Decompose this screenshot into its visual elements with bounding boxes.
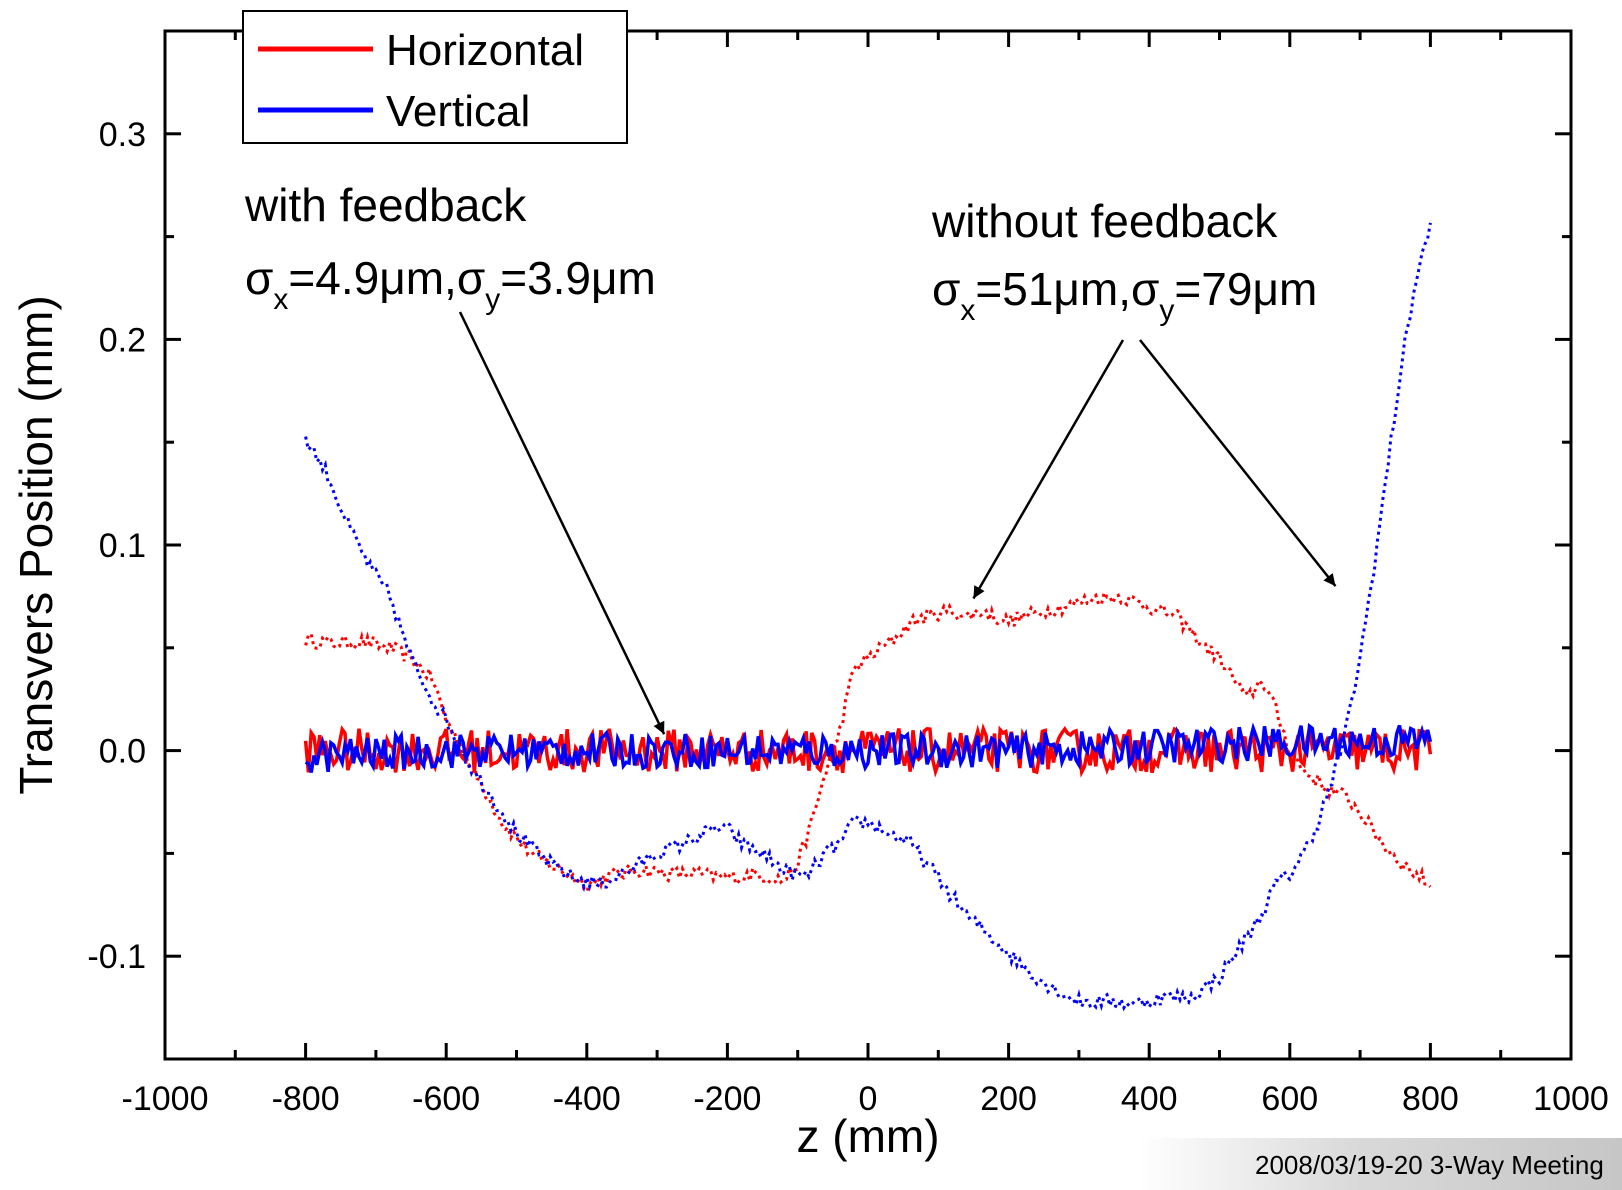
- y-tick-label: 0.0: [99, 733, 146, 771]
- x-tick-label: 1000: [1533, 1080, 1609, 1118]
- annotation-with-feedback-sigma: σx=4.9μm,σy=3.9μm: [245, 252, 656, 316]
- annotation-with-feedback-title: with feedback: [244, 179, 527, 231]
- annotation-without-feedback-sigma: σx=51μm,σy=79μm: [932, 263, 1317, 327]
- y-tick-label: 0.3: [99, 116, 146, 154]
- x-tick-label: 800: [1402, 1080, 1459, 1118]
- y-tick-label: 0.1: [99, 527, 146, 565]
- x-tick-label: -1000: [122, 1080, 209, 1118]
- x-tick-label: -600: [412, 1080, 480, 1118]
- x-tick-label: 600: [1261, 1080, 1318, 1118]
- annotation-without-feedback-title: without feedback: [931, 195, 1278, 247]
- legend: Horizontal Vertical: [242, 10, 628, 144]
- x-tick-label: 0: [859, 1080, 878, 1118]
- arrow-with-feedback: [458, 311, 666, 735]
- x-tick-label: -800: [272, 1080, 340, 1118]
- arrow-without-feedback-vertical: [1139, 339, 1337, 587]
- series-vertical-with-feedback: [304, 722, 1433, 774]
- x-tick-label: 200: [980, 1080, 1037, 1118]
- tick-labels: -1000 -800 -600 -400 -200 0 200 400 600 800 1000 -0…: [87, 116, 1608, 1118]
- series-layer: [303, 222, 1433, 1012]
- arrow-without-feedback-horizontal: [972, 339, 1125, 600]
- legend-box: [242, 10, 628, 144]
- y-tick-label: 0.2: [99, 321, 146, 359]
- x-tick-label: -400: [553, 1080, 621, 1118]
- legend-label-horizontal: Horizontal: [386, 26, 584, 75]
- series-vertical-without-feedback: [304, 222, 1432, 1012]
- legend-label-vertical: Vertical: [386, 87, 530, 136]
- footer-text: 2008/03/19-20 3-Way Meeting: [1255, 1150, 1604, 1180]
- x-tick-label: 400: [1121, 1080, 1178, 1118]
- annotation-without-feedback: without feedback σx=51μm,σy=79μm: [931, 195, 1337, 600]
- footer-band: [1138, 1138, 1622, 1190]
- x-axis-title: z (mm): [796, 1110, 939, 1162]
- y-axis-title: Transvers Position (mm): [10, 295, 62, 794]
- y-tick-label: -0.1: [87, 938, 146, 976]
- annotation-with-feedback: with feedback σx=4.9μm,σy=3.9μm: [244, 179, 666, 735]
- series-horizontal-without-feedback: [304, 588, 1432, 894]
- x-tick-label: -200: [693, 1080, 761, 1118]
